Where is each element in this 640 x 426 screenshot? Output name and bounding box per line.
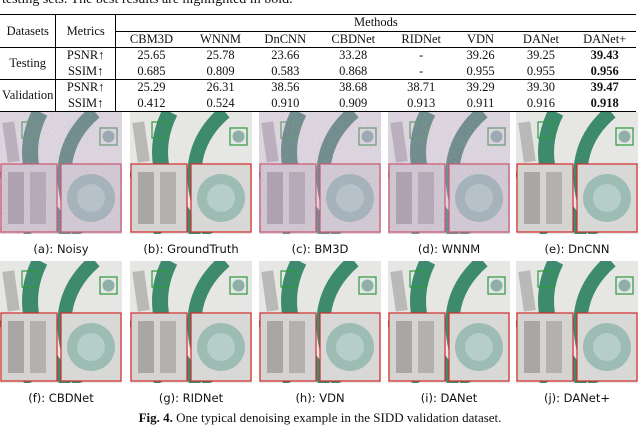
panel-caption: (a): Noisy [33,242,89,256]
caption-text: One typical denoising example in the SID… [176,410,502,425]
value-cell: 0.956 [590,63,619,78]
value-cell: 0.913 [407,95,436,110]
panel-caption: (c): BM3D [291,242,349,256]
header-cell: Methods [354,15,398,30]
header-row: Datasets Metrics Methods [0,14,636,48]
data-row: SSIM↑ 0.685 0.809 0.583 0.868 - 0.955 0.955 0.95… [0,63,636,80]
header-cell: Datasets [0,14,57,48]
value-cell: 0.524 [206,95,235,110]
method-header: DnCNN [253,30,317,48]
denoised-image [388,261,510,383]
value-cell: 25.65 [115,47,188,64]
value-cell: 25.78 [187,47,254,64]
metric: PSNR↑ [55,47,116,64]
figure [0,112,640,426]
value-cell: 0.868 [339,63,368,78]
denoised-image [516,261,638,383]
panel-caption: (g): RIDNet [158,391,224,405]
value-cell: 0.955 [466,63,495,78]
value-cell: 0.955 [526,63,556,78]
value-cell: 0.909 [339,95,368,110]
panel-caption: (h): VDN [295,391,345,405]
metric: SSIM↑ [55,95,116,112]
value-cell: 0.583 [271,63,300,78]
value-cell: 0.809 [206,63,235,78]
denoised-image [388,112,510,234]
denoised-image [0,112,122,234]
value-cell: 0.911 [466,95,495,110]
caption-label: Fig. 4. [138,410,173,425]
value-cell: 39.29 [452,79,509,96]
data-row: SSIM↑ 0.412 0.524 0.910 0.909 0.913 0.911 0.916… [0,95,636,112]
data-row: Testing PSNR↑ 25.65 25.78 23.66 33.28-39.26 39… [0,47,636,80]
value-cell: - [419,63,424,78]
value-cell: 39.30 [508,79,574,96]
denoised-image [0,261,122,383]
denoised-image [259,112,381,234]
denoised-image [130,261,252,383]
data-row: Validation PSNR↑ 25.29 26.31 38.56 38.68 38.71… [0,79,636,112]
value-cell: 39.25 [508,47,574,64]
header-cell: Metrics [55,14,116,48]
panel-caption: (d): WNNM [417,242,481,256]
value-cell: 38.71 [389,79,453,96]
panel-caption: (f): CBDNet [28,391,94,405]
method-header: DANet [508,30,574,48]
denoised-image [259,261,381,383]
value-cell: 38.56 [253,79,317,96]
value-cell: 0.412 [137,95,166,110]
metric: SSIM↑ [55,63,116,80]
value-cell: 25.29 [115,79,188,96]
value-cell: 0.910 [271,95,300,110]
value-cell: 0.916 [526,95,556,110]
method-header: CBDNet [316,30,390,48]
method-header: WNNM [187,30,254,48]
value-cell: 39.47 [573,79,636,96]
value-cell: 39.26 [452,47,509,64]
value-cell: 26.31 [187,79,254,96]
panel-caption: (j): DANet+ [543,391,611,405]
value-cell: - [389,47,453,64]
value-cell: 39.43 [573,47,636,64]
value-cell: 33.28 [316,47,390,64]
metric: PSNR↑ [55,79,116,96]
method-header: RIDNet [389,30,453,48]
method-header: VDN [452,30,509,48]
denoised-image [130,112,252,234]
value-cell: 38.68 [316,79,390,96]
group-name: Testing [0,47,57,80]
panel-caption: (e): DnCNN [544,242,610,256]
value-cell: 0.918 [590,95,619,110]
denoised-image [516,112,638,234]
value-cell: 23.66 [253,47,317,64]
group-name: Validation [0,79,57,112]
intro-text: testing sets. The best results are highl… [2,0,293,8]
panel-caption: (b): GroundTruth [143,242,239,256]
value-cell: 0.685 [137,63,166,78]
panel-caption: (i): DANet [420,391,478,405]
header-row: CBM3D WNNM DnCNN CBDNet RIDNet VDN DANet DANet+ [0,30,636,48]
method-header: CBM3D [115,30,188,48]
figure-caption: Fig. 4. One typical denoising example in… [0,410,640,426]
method-header: DANet+ [573,30,636,48]
results-table: Datasets Metrics Methods CBM3D WNNM DnCNN CBDN… [0,14,636,112]
